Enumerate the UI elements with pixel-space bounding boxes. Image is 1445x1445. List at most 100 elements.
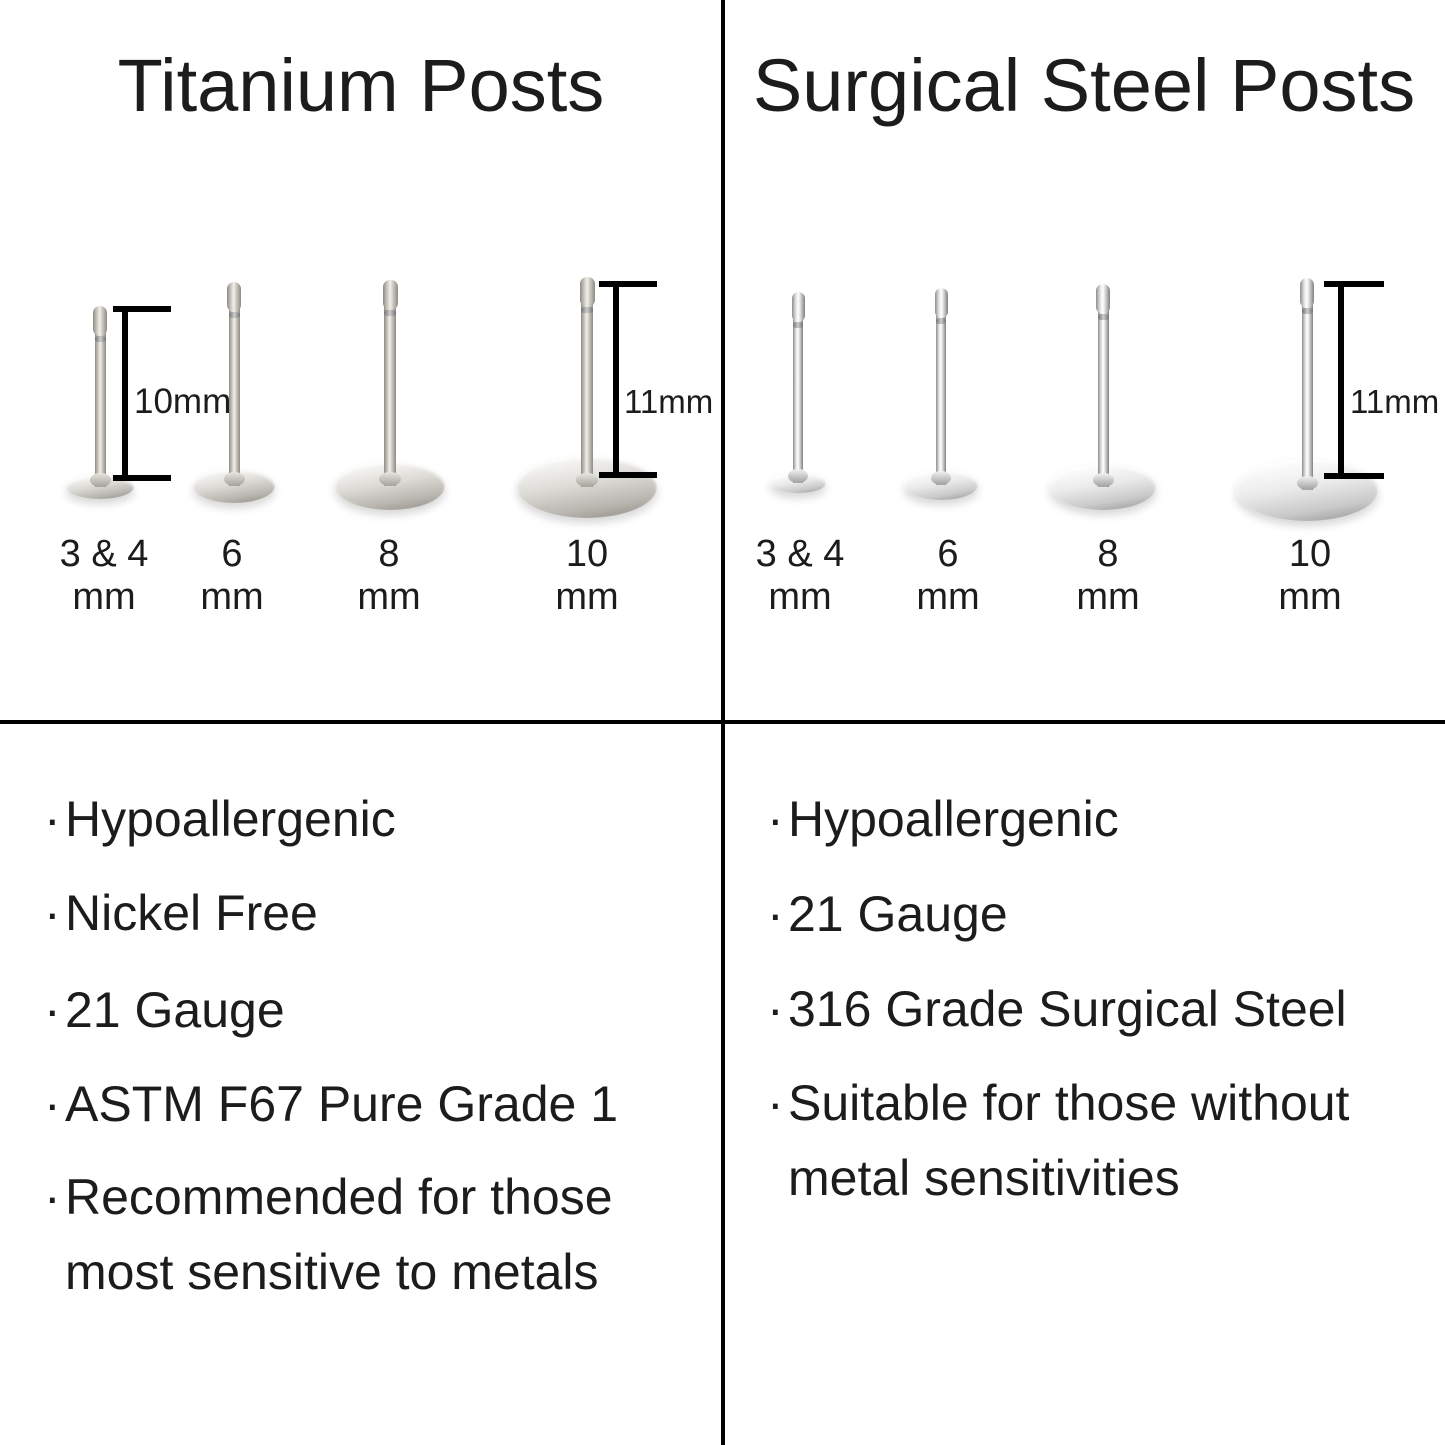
post-tip	[93, 306, 107, 336]
bullet-text: 316 Grade Surgical Steel	[788, 981, 1347, 1037]
bullet-dot: ·	[44, 982, 61, 1038]
post-stem	[1301, 280, 1313, 490]
bullet-dot: ·	[767, 981, 784, 1037]
post-notch	[581, 307, 593, 313]
left-bullet-nickel-free: · Nickel Free	[44, 876, 684, 951]
size-number: 3 & 4	[59, 533, 149, 575]
bullet-text: Hypoallergenic	[65, 791, 396, 847]
post-stem	[228, 284, 240, 486]
right-bullet-suitable: · Suitable for those without metal sensi…	[767, 1066, 1428, 1216]
size-unit: mm	[1278, 576, 1342, 618]
post-tip	[1300, 278, 1314, 308]
size-unit: mm	[357, 576, 421, 618]
bullet-text: Hypoallergenic	[788, 791, 1119, 847]
size-unit: mm	[555, 576, 619, 618]
measurement-label-11mm-right: 11mm	[1350, 383, 1440, 420]
measurement-bracket-11mm-right	[1324, 281, 1384, 479]
post-notch	[94, 336, 106, 342]
bracket-bottom-bar	[1324, 473, 1384, 479]
measurement-bracket-10mm	[113, 306, 171, 481]
bracket-bottom-bar	[599, 472, 657, 478]
post-notch	[228, 312, 240, 318]
left-panel-title: Titanium Posts	[117, 44, 605, 127]
post-base-pad	[770, 473, 826, 493]
bullet-dot: ·	[44, 791, 61, 847]
post-stem	[1097, 286, 1109, 487]
size-label-right-3-4mm: 3 & 4 mm	[715, 533, 885, 619]
bracket-top-bar	[599, 281, 657, 287]
size-label-right-10mm: 10 mm	[1225, 533, 1395, 619]
measurement-bracket-11mm-left	[599, 281, 657, 478]
post-collar	[931, 471, 951, 485]
bullet-text: 21 Gauge	[788, 886, 1008, 942]
size-unit: mm	[72, 576, 136, 618]
post-notch	[384, 310, 396, 316]
size-label-right-6mm: 6 mm	[863, 533, 1033, 619]
bullet-text: Nickel Free	[65, 885, 318, 941]
post-stem	[581, 279, 593, 487]
left-bullet-recommended: · Recommended for those most sensitive t…	[44, 1160, 684, 1310]
right-panel-title: Surgical Steel Posts	[752, 44, 1416, 127]
bracket-vertical-line	[613, 281, 619, 478]
bullet-dot: ·	[767, 886, 784, 942]
left-bullet-astm-grade: · ASTM F67 Pure Grade 1	[44, 1067, 684, 1142]
size-unit: mm	[768, 576, 832, 618]
post-collar	[89, 473, 111, 487]
left-bullet-21-gauge: · 21 Gauge	[44, 973, 684, 1048]
size-label-left-3-4mm: 3 & 4 mm	[19, 533, 189, 619]
bullet-text: Suitable for those without metal sensiti…	[788, 1075, 1350, 1206]
post-tip	[382, 280, 398, 310]
bracket-bottom-bar	[113, 475, 171, 481]
bullet-text: Recommended for those most sensitive to …	[65, 1169, 613, 1300]
size-label-left-6mm: 6 mm	[147, 533, 317, 619]
post-stem	[936, 290, 946, 485]
left-bullet-hypoallergenic: · Hypoallergenic	[44, 782, 684, 857]
post-collar	[1092, 473, 1114, 487]
bracket-vertical-line	[122, 306, 128, 481]
right-bullet-316-grade: · 316 Grade Surgical Steel	[767, 972, 1428, 1047]
post-notch	[936, 318, 946, 324]
size-number: 10	[1288, 533, 1332, 575]
size-label-left-10mm: 10 mm	[502, 533, 672, 619]
post-collar	[576, 473, 598, 487]
size-number: 8	[378, 533, 400, 575]
post-collar	[1296, 476, 1318, 490]
bullet-dot: ·	[44, 1169, 61, 1225]
size-unit: mm	[916, 576, 980, 618]
bullet-dot: ·	[767, 1075, 784, 1131]
size-label-left-8mm: 8 mm	[304, 533, 474, 619]
measurement-label-10mm: 10mm	[134, 382, 232, 421]
post-tip	[579, 277, 595, 307]
bracket-top-bar	[1324, 281, 1384, 287]
post-notch	[1301, 308, 1313, 314]
size-number: 3 & 4	[755, 533, 845, 575]
size-number: 6	[221, 533, 243, 575]
post-collar	[223, 472, 245, 486]
bullet-dot: ·	[44, 885, 61, 941]
post-collar	[379, 472, 401, 486]
post-stem	[94, 308, 106, 487]
post-tip	[791, 292, 805, 322]
post-tip	[227, 282, 241, 312]
size-unit: mm	[1076, 576, 1140, 618]
right-bullet-21-gauge: · 21 Gauge	[767, 877, 1428, 952]
size-unit: mm	[200, 576, 264, 618]
bullet-dot: ·	[767, 791, 784, 847]
bullet-text: 21 Gauge	[65, 982, 285, 1038]
post-collar	[788, 469, 808, 483]
bracket-top-bar	[113, 306, 171, 312]
post-notch	[793, 322, 803, 328]
post-stem	[384, 282, 396, 486]
right-bullet-hypoallergenic: · Hypoallergenic	[767, 782, 1428, 857]
bracket-vertical-line	[1338, 281, 1344, 479]
measurement-label-11mm-left: 11mm	[624, 383, 714, 420]
bullet-text: ASTM F67 Pure Grade 1	[65, 1076, 619, 1132]
post-tip	[934, 288, 948, 318]
size-number: 8	[1097, 533, 1119, 575]
post-tip	[1096, 284, 1110, 314]
size-label-right-8mm: 8 mm	[1023, 533, 1193, 619]
horizontal-divider	[0, 720, 1445, 724]
size-number: 6	[937, 533, 959, 575]
